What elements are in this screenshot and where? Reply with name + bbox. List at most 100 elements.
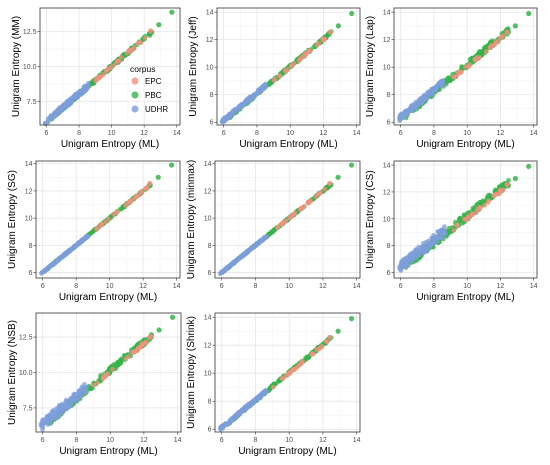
- point-epc: [95, 225, 101, 231]
- point-udhr: [76, 390, 82, 395]
- point-udhr: [69, 98, 74, 103]
- point-udhr: [220, 119, 226, 125]
- x-tick-label: 14: [173, 283, 181, 290]
- point-pbc: [349, 10, 355, 17]
- panel-border: [393, 160, 538, 279]
- point-udhr: [72, 392, 78, 398]
- x-axis-title: Unigram Entropy (ML): [61, 139, 159, 150]
- y-tick-label: 8: [208, 243, 212, 250]
- point-udhr: [399, 259, 405, 265]
- point-udhr: [54, 109, 60, 115]
- point-pbc: [526, 163, 532, 169]
- y-tick-label: 14: [383, 10, 391, 17]
- point-udhr: [75, 94, 81, 100]
- point-epc: [483, 49, 489, 55]
- point-epc: [139, 189, 145, 195]
- point-udhr: [257, 239, 263, 245]
- point-epc: [277, 73, 283, 79]
- point-pbc: [116, 361, 121, 367]
- point-epc: [289, 63, 294, 69]
- point-udhr: [79, 384, 85, 390]
- point-udhr: [401, 113, 407, 119]
- point-epc: [487, 45, 493, 51]
- point-pbc: [305, 355, 311, 361]
- point-udhr: [70, 398, 76, 403]
- point-udhr: [78, 393, 84, 399]
- scatter-panel-1: 6 8 10 12 14 7.5 10.0 12.5 Unigram Entropy (ML) U…: [11, 7, 181, 150]
- point-pbc: [335, 23, 341, 29]
- point-epc: [115, 58, 121, 64]
- x-axis-title: Unigram Entropy (ML): [238, 446, 336, 457]
- point-pbc: [477, 200, 483, 205]
- point-epc: [309, 351, 315, 357]
- x-tick-label: 10: [106, 283, 114, 290]
- point-epc: [137, 39, 142, 45]
- point-udhr: [428, 242, 434, 248]
- x-tick-label: 6: [220, 437, 224, 444]
- point-udhr: [76, 240, 82, 246]
- y-tick-label: 7.5: [27, 99, 37, 106]
- point-pbc: [456, 218, 461, 224]
- point-epc: [296, 58, 302, 63]
- point-epc: [314, 42, 320, 48]
- x-tick-label: 12: [139, 283, 147, 290]
- point-epc: [327, 29, 333, 35]
- point-udhr: [46, 418, 52, 424]
- point-epc: [272, 76, 278, 82]
- point-epc: [491, 42, 497, 48]
- y-tick-label: 10: [204, 216, 212, 223]
- legend-key-udhr: [131, 105, 139, 113]
- point-udhr: [82, 84, 88, 89]
- point-epc: [128, 198, 133, 204]
- scatter-panel-8: 6 8 10 12 14 6 8 10 12 14 Unigram Entropy (ML) Unig…: [186, 312, 361, 457]
- panel-border: [35, 160, 181, 279]
- x-tick-label: 14: [353, 130, 361, 137]
- y-tick-label: 8: [210, 92, 214, 99]
- y-tick-label: 10: [25, 216, 33, 223]
- y-axis-title: Unigram Entropy (NSB): [7, 320, 18, 425]
- point-udhr: [240, 252, 246, 258]
- point-epc: [299, 359, 305, 364]
- x-axis-title: Unigram Entropy (ML): [59, 292, 157, 303]
- point-epc: [129, 47, 135, 52]
- point-epc: [148, 28, 154, 34]
- point-epc: [498, 35, 504, 41]
- point-epc: [124, 201, 130, 207]
- x-tick-label: 8: [255, 130, 259, 137]
- point-epc: [454, 222, 460, 228]
- point-udhr: [63, 397, 69, 403]
- point-udhr: [424, 247, 430, 252]
- point-udhr: [410, 105, 415, 111]
- point-udhr: [218, 426, 223, 431]
- panel-border: [214, 160, 361, 279]
- y-tick-label: 12.5: [23, 29, 37, 36]
- point-udhr: [48, 114, 54, 120]
- x-tick-label: 10: [285, 283, 293, 290]
- point-epc: [291, 367, 297, 373]
- y-tick-label: 12: [204, 343, 212, 350]
- point-udhr: [442, 224, 447, 230]
- point-epc: [298, 206, 304, 212]
- point-epc: [317, 345, 323, 351]
- point-udhr: [237, 411, 243, 417]
- panel-border: [214, 312, 361, 433]
- x-tick-label: 14: [174, 437, 182, 444]
- x-tick-label: 6: [45, 130, 49, 137]
- point-epc: [118, 54, 124, 60]
- y-axis-title: Unigram Entropy (Lap): [365, 16, 376, 117]
- point-epc: [279, 376, 285, 382]
- point-pbc: [348, 162, 355, 168]
- point-epc: [466, 63, 472, 69]
- scatter-panel-3: 6 8 10 12 14 6 8 10 12 14 Unigram Entropy (ML) Unig…: [365, 7, 538, 150]
- point-epc: [327, 334, 333, 341]
- y-tick-label: 14: [25, 161, 33, 168]
- point-pbc: [335, 174, 341, 180]
- x-tick-label: 8: [74, 283, 78, 290]
- legend: corpus EPC PBC UDHR: [130, 64, 168, 114]
- x-axis-title: Unigram Entropy (ML): [416, 292, 514, 303]
- point-epc: [485, 199, 491, 205]
- point-udhr: [397, 266, 403, 272]
- y-tick-label: 14: [204, 161, 212, 168]
- point-udhr: [63, 406, 69, 412]
